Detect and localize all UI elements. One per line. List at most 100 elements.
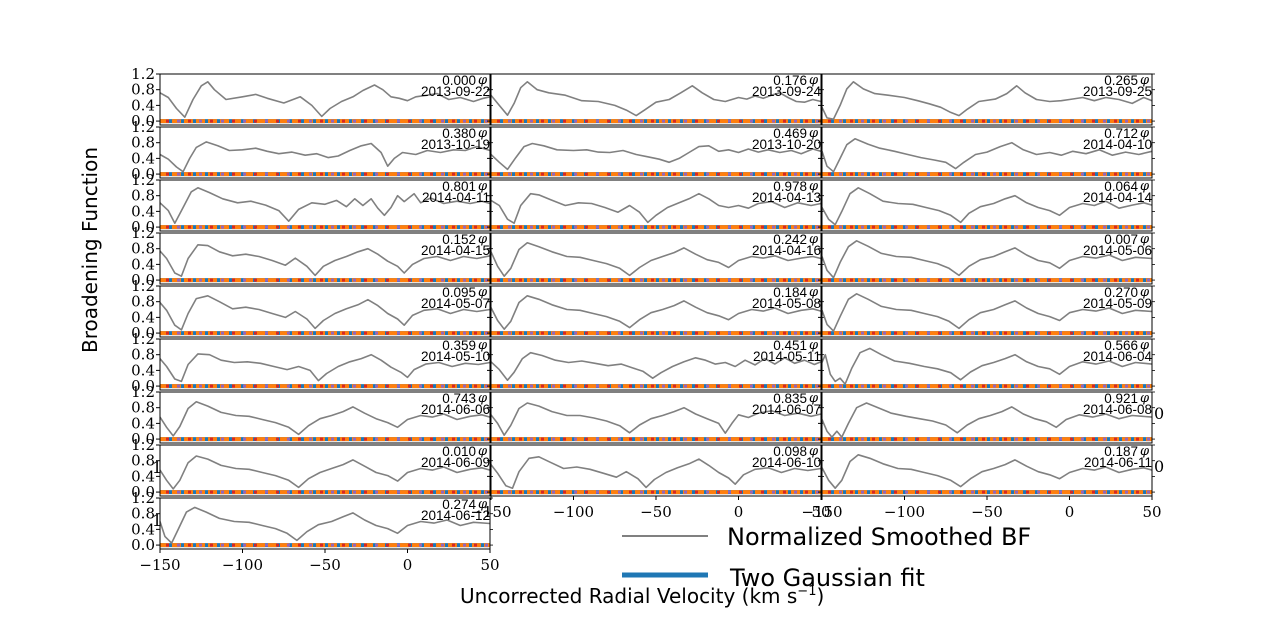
x-tick-label: −50 — [309, 556, 341, 574]
phase-label: 0.712 — [1104, 126, 1138, 141]
phi-symbol: φ — [809, 73, 819, 88]
bf-curve — [821, 240, 1153, 279]
y-tick-label: 0.0 — [131, 218, 155, 236]
panel-frame — [490, 285, 822, 338]
x-tick-label: 0 — [734, 503, 744, 521]
x-tick-label: 0 — [1065, 503, 1075, 521]
phase-label: 0.176 — [773, 73, 807, 88]
panel-frame — [490, 444, 822, 497]
y-tick-label: 0.4 — [131, 414, 155, 432]
panel-frame — [159, 338, 491, 391]
panel-frame — [821, 73, 1153, 126]
stray-label-3: 1 — [152, 458, 162, 477]
panel-frame — [821, 391, 1153, 444]
legend-bf-label: Normalized Smoothed BF — [727, 523, 1031, 551]
legend: Normalized Smoothed BF Two Gaussian fit — [622, 523, 1031, 592]
phi-symbol: φ — [1140, 444, 1150, 459]
date-label: 2014-05-07 — [421, 296, 490, 311]
bf-curve — [821, 292, 1153, 332]
panel-frame — [490, 126, 822, 179]
panel-frame — [159, 232, 491, 285]
phi-symbol: φ — [809, 338, 819, 353]
y-tick-label: 0.4 — [131, 308, 155, 326]
panel-frame — [159, 444, 491, 497]
bf-curve — [159, 81, 491, 118]
date-label: 2014-05-09 — [1083, 296, 1152, 311]
bf-curve — [159, 244, 491, 278]
phi-symbol: φ — [478, 444, 488, 459]
panel-frame — [490, 73, 822, 126]
phase-label: 0.000 — [442, 73, 476, 88]
bf-curve — [490, 142, 822, 171]
y-tick-label: 0.8 — [131, 452, 155, 470]
y-tick-label: 0.8 — [131, 81, 155, 99]
stray-label-4: 1 — [152, 511, 162, 530]
phase-label: 0.380 — [442, 126, 476, 141]
phase-label: 0.184 — [773, 285, 807, 300]
y-tick-label: 1.2 — [131, 436, 155, 454]
phi-symbol: φ — [1140, 391, 1150, 406]
bf-curve — [490, 402, 822, 437]
bf-curve — [159, 400, 491, 437]
x-tick-label: 50 — [1142, 503, 1161, 521]
bf-curve — [821, 347, 1153, 385]
phase-label: 0.978 — [773, 179, 807, 194]
panel-frame — [821, 179, 1153, 232]
date-label: 2014-06-10 — [752, 455, 821, 470]
stray-label-1: 0 — [1154, 404, 1164, 423]
panel-frame — [159, 73, 491, 126]
bf-curve — [821, 402, 1153, 438]
y-tick-label: 1.2 — [131, 277, 155, 295]
y-tick-label: 0.8 — [131, 399, 155, 417]
date-label: 2013-09-22 — [421, 84, 490, 99]
bf-curve — [490, 455, 822, 490]
x-tick-label: −150 — [470, 503, 511, 521]
phi-symbol: φ — [478, 73, 488, 88]
y-tick-label: 0.0 — [131, 483, 155, 501]
phi-symbol: φ — [1140, 232, 1150, 247]
phi-symbol: φ — [478, 391, 488, 406]
phase-label: 0.566 — [1104, 338, 1138, 353]
y-tick-label: 0.8 — [131, 505, 155, 523]
y-tick-label: 0.0 — [131, 377, 155, 395]
phi-symbol: φ — [478, 126, 488, 141]
y-axis-label: Broadening Function — [78, 147, 102, 353]
bf-curve — [490, 351, 822, 382]
y-tick-label: 0.4 — [131, 255, 155, 273]
y-tick-label: 0.0 — [131, 430, 155, 448]
bf-curve — [821, 187, 1153, 226]
bf-curve — [490, 192, 822, 224]
panel-frame — [821, 232, 1153, 285]
y-tick-label: 1.2 — [131, 171, 155, 189]
x-axis-label-main: Uncorrected Radial Velocity (km s — [460, 584, 797, 608]
phi-symbol: φ — [478, 232, 488, 247]
y-tick-label: 1.2 — [131, 489, 155, 507]
y-tick-label: 0.4 — [131, 361, 155, 379]
y-tick-label: 0.0 — [131, 112, 155, 130]
panel-frame — [490, 232, 822, 285]
x-tick-label: −100 — [553, 503, 594, 521]
phi-symbol: φ — [478, 285, 488, 300]
panel-frame — [821, 126, 1153, 179]
date-label: 2014-04-16 — [752, 243, 821, 258]
bf-curve — [159, 506, 491, 544]
phase-label: 0.064 — [1104, 179, 1138, 194]
y-tick-label: 1.2 — [131, 65, 155, 83]
panel-frame — [490, 179, 822, 232]
bf-curve — [490, 294, 822, 331]
date-label: 2014-06-07 — [752, 402, 821, 417]
date-label: 2014-04-10 — [1083, 137, 1152, 152]
bf-curve — [159, 187, 491, 224]
phase-label: 0.187 — [1104, 444, 1138, 459]
panel-frame — [159, 391, 491, 444]
